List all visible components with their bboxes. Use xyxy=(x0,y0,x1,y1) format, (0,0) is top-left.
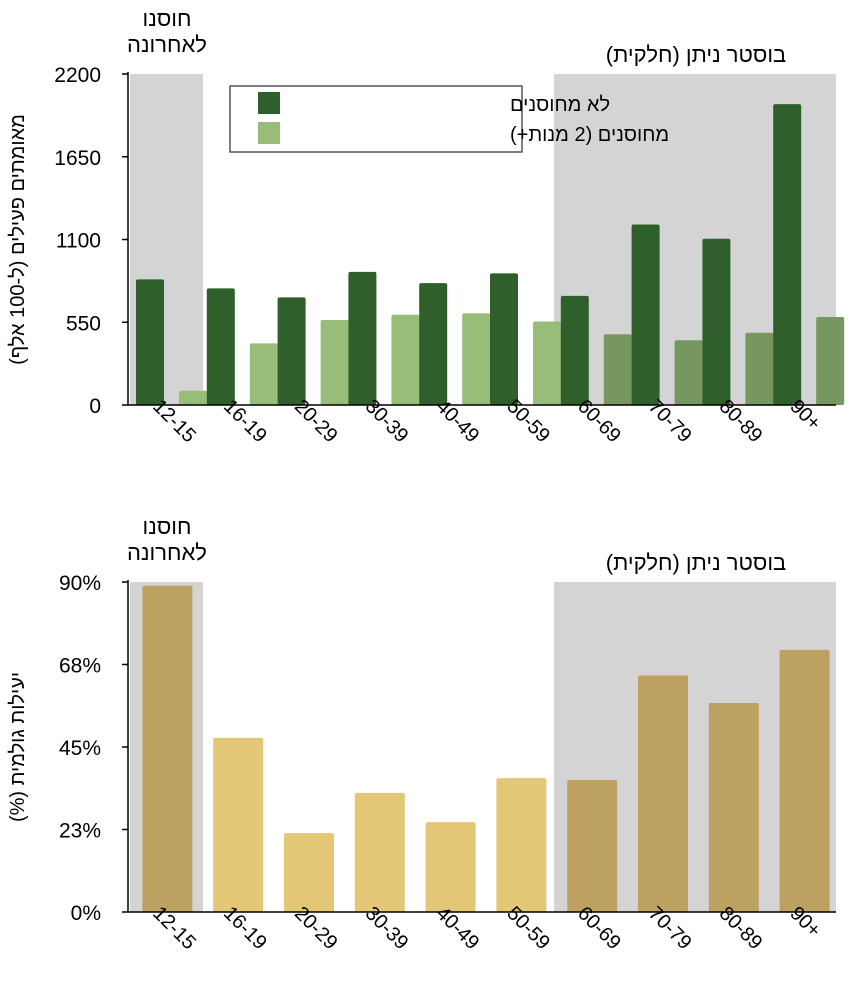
bar-efficacy-80-89 xyxy=(708,703,759,912)
y-tick-label: 0 xyxy=(89,395,101,418)
y-tick-label: 550 xyxy=(66,312,101,335)
y-tick-label: 1100 xyxy=(56,230,101,253)
bar-vaccinated-20-29 xyxy=(320,319,349,405)
bar-efficacy-90+ xyxy=(779,649,830,912)
y-tick-label: 0% xyxy=(71,902,101,925)
bar-unvaccinated-60-69 xyxy=(560,295,589,405)
y-tick-label: 68% xyxy=(59,655,101,678)
legend-swatch-vaccinated xyxy=(258,122,280,144)
annotation-recently-vaccinated: חוסנו לאחרונה xyxy=(127,514,207,565)
bar-vaccinated-90+ xyxy=(816,316,845,405)
top-chart-active-cases: חוסנו לאחרונה בוסטר ניתן (חלקית) 0 550 1100 16… xyxy=(7,6,845,447)
bar-unvaccinated-70-79 xyxy=(631,224,660,405)
bar-unvaccinated-30-39 xyxy=(348,271,377,405)
bar-efficacy-50-59 xyxy=(496,778,547,912)
bar-efficacy-20-29 xyxy=(284,833,334,912)
bar-vaccinated-80-89 xyxy=(745,332,774,405)
bar-vaccinated-16-19 xyxy=(249,343,278,405)
annotation-booster-given: בוסטר ניתן (חלקית) xyxy=(606,42,786,67)
y-tick-label: 2200 xyxy=(54,64,101,87)
annotation-recently-vaccinated: חוסנו לאחרונה xyxy=(127,6,207,57)
bar-efficacy-60-69 xyxy=(567,780,618,912)
bar-unvaccinated-50-59 xyxy=(490,273,518,405)
bar-vaccinated-60-69 xyxy=(603,334,632,405)
y-axis-label: יעילות גולמית (%) xyxy=(7,672,29,822)
bar-efficacy-40-49 xyxy=(425,822,476,912)
bar-unvaccinated-16-19 xyxy=(206,288,235,405)
bottom-chart-efficacy: חוסנו לאחרונה בוסטר ניתן (חלקית) 0% 23% 45% 68… xyxy=(7,514,836,954)
legend: לא מחוסנים מחוסנים (2 מנות+) xyxy=(229,85,669,153)
y-tick-label: 1650 xyxy=(54,147,101,170)
bar-unvaccinated-40-49 xyxy=(419,283,448,405)
bar-unvaccinated-90+ xyxy=(773,104,802,405)
y-tick-label: 90% xyxy=(59,572,101,595)
bar-efficacy-12-15 xyxy=(142,585,193,912)
legend-label-unvaccinated: לא מחוסנים xyxy=(510,94,610,116)
bar-unvaccinated-20-29 xyxy=(277,297,306,405)
bar-vaccinated-12-15 xyxy=(179,390,207,405)
bar-efficacy-16-19 xyxy=(213,737,264,912)
annotation-booster-given: בוסטר ניתן (חלקית) xyxy=(606,550,786,575)
bar-unvaccinated-12-15 xyxy=(136,279,164,405)
legend-swatch-unvaccinated xyxy=(258,92,280,114)
y-tick-label: 45% xyxy=(59,737,101,760)
bar-vaccinated-70-79 xyxy=(674,340,703,405)
bar-efficacy-30-39 xyxy=(354,792,405,912)
y-axis-label: מאומתים פעילים (ל-100 אלף) xyxy=(7,114,29,365)
bar-vaccinated-30-39 xyxy=(391,314,420,405)
bar-vaccinated-50-59 xyxy=(533,321,561,405)
legend-label-vaccinated: מחוסנים (2 מנות+) xyxy=(510,124,669,146)
bar-unvaccinated-80-89 xyxy=(702,238,731,405)
bar-vaccinated-40-49 xyxy=(462,313,491,405)
y-tick-label: 23% xyxy=(59,820,101,843)
bar-efficacy-70-79 xyxy=(638,675,688,912)
